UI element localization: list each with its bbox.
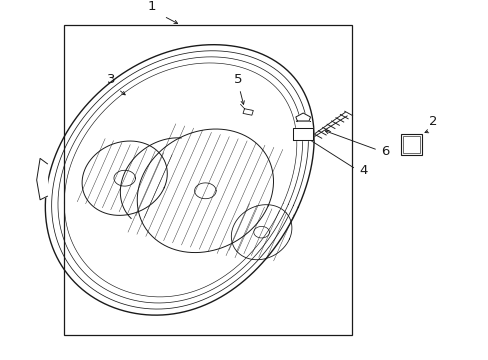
- Polygon shape: [114, 170, 135, 186]
- Text: 5: 5: [234, 73, 243, 86]
- Polygon shape: [37, 158, 47, 200]
- Polygon shape: [295, 113, 310, 121]
- Polygon shape: [243, 109, 253, 115]
- Polygon shape: [253, 226, 269, 238]
- Text: 6: 6: [381, 145, 389, 158]
- Text: 4: 4: [359, 165, 367, 177]
- Text: 3: 3: [107, 73, 116, 86]
- Bar: [63, 25, 351, 335]
- Polygon shape: [297, 122, 308, 128]
- Polygon shape: [194, 183, 216, 199]
- Polygon shape: [293, 128, 312, 140]
- Bar: [400, 134, 421, 155]
- Text: 2: 2: [427, 115, 436, 128]
- Text: 1: 1: [147, 0, 156, 13]
- Bar: [402, 136, 419, 153]
